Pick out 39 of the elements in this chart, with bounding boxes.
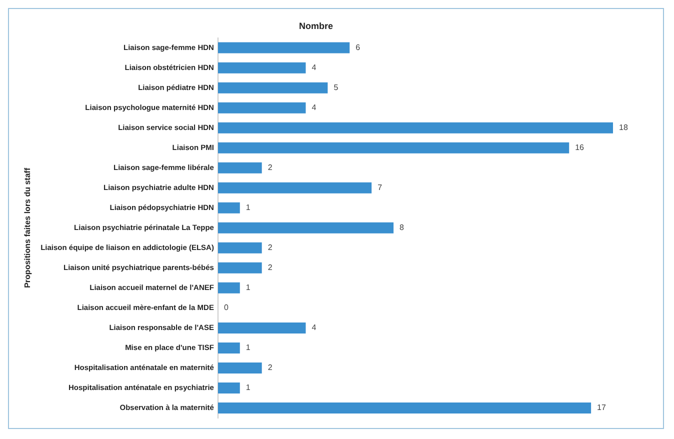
- bar: [218, 322, 306, 334]
- data-label: 18: [619, 123, 628, 132]
- bar: [218, 402, 592, 414]
- data-label: 4: [312, 63, 317, 72]
- bar: [218, 202, 240, 214]
- data-label: 6: [356, 43, 361, 52]
- data-label: 16: [575, 143, 585, 152]
- data-label: 1: [246, 203, 251, 212]
- bar: [218, 182, 372, 194]
- y-axis-title: Propositions faites lors du staff: [23, 168, 32, 288]
- bar: [218, 162, 262, 174]
- bar: [218, 262, 262, 274]
- data-label: 2: [268, 263, 273, 272]
- bar: [218, 142, 570, 154]
- data-label: 1: [246, 383, 251, 392]
- bar: [218, 42, 350, 54]
- chart-title: Nombre: [298, 20, 334, 31]
- data-label: 17: [597, 403, 606, 412]
- bar: [218, 62, 306, 74]
- data-label: 7: [378, 183, 383, 192]
- bar: [218, 362, 262, 374]
- bar: [218, 122, 613, 134]
- bar: [218, 342, 240, 354]
- data-label: 8: [400, 223, 405, 232]
- bar: [218, 382, 240, 394]
- data-label: 4: [312, 103, 317, 112]
- bar: [218, 242, 262, 254]
- data-label: 1: [246, 343, 251, 352]
- data-label: 2: [268, 243, 273, 252]
- data-label: 0: [224, 303, 229, 312]
- bar: [218, 282, 240, 294]
- data-label: 2: [268, 363, 273, 372]
- data-label: 1: [246, 283, 251, 292]
- data-label: 5: [334, 83, 339, 92]
- bar: [218, 102, 306, 114]
- data-label: 4: [312, 323, 317, 332]
- data-label: 2: [268, 163, 273, 172]
- bar: [218, 82, 328, 94]
- bar: [218, 222, 394, 234]
